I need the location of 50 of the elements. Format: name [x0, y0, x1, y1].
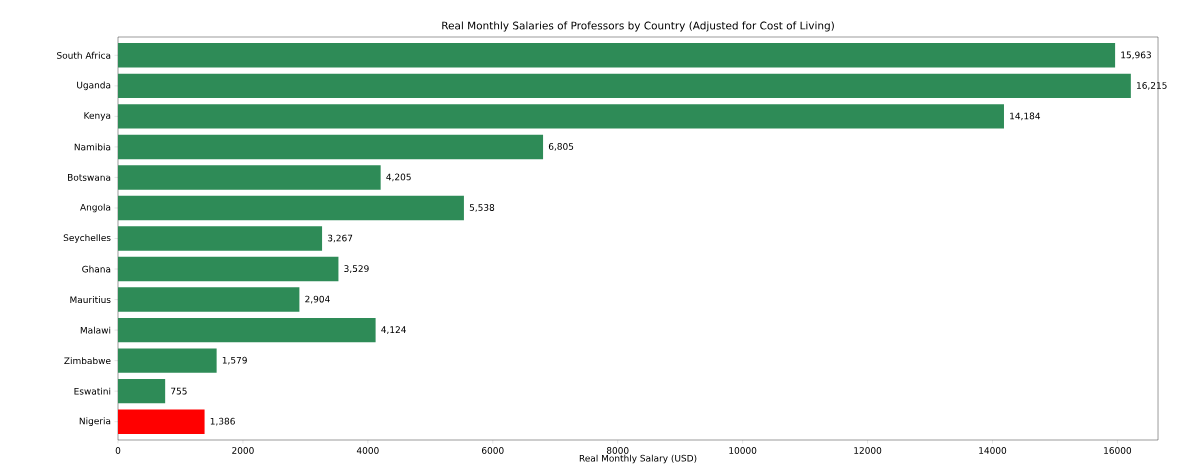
x-tick-label: 2000: [232, 447, 254, 454]
y-tick-label: Uganda: [77, 81, 111, 91]
y-tick-label: Namibia: [74, 143, 111, 151]
chart-title: Real Monthly Salaries of Professors by Country (Adjusted for Cost of Living): [442, 21, 834, 32]
bar: [118, 256, 339, 282]
y-tick-label: Malawi: [80, 326, 111, 334]
x-tick-label: 8000: [606, 447, 629, 454]
data-label: 1,579: [222, 356, 247, 365]
x-tick-label: 12000: [854, 447, 882, 454]
data-label: 4,124: [381, 326, 406, 334]
bar: [118, 43, 1116, 68]
data-label: 16,215: [1137, 82, 1167, 90]
data-label: 4,205: [386, 173, 411, 182]
bar: [118, 134, 544, 160]
data-label: 5,538: [469, 204, 495, 212]
y-tick-label: Kenya: [84, 112, 111, 121]
bar: [118, 104, 1004, 129]
y-tick-label: Zimbabwe: [64, 357, 111, 365]
bar: [118, 287, 300, 312]
data-label: 15,963: [1121, 51, 1151, 60]
x-tick-label: 16000: [1104, 447, 1132, 454]
data-label: 3,267: [327, 234, 353, 243]
bar: [118, 73, 1131, 99]
data-label: 14,184: [1010, 112, 1041, 121]
x-tick-label: 0: [115, 447, 121, 454]
data-label: 755: [171, 387, 187, 395]
bar: [118, 226, 323, 251]
data-label: 1,386: [210, 417, 235, 426]
bar: [118, 378, 166, 404]
data-label: 2,904: [305, 295, 330, 304]
data-label: 6,805: [548, 143, 574, 151]
bar: [118, 409, 205, 434]
x-tick-label: 6000: [482, 447, 504, 454]
y-tick-label: Botswana: [68, 174, 111, 181]
y-tick-label: Seychelles: [63, 234, 111, 243]
x-tick-label: 4000: [356, 447, 379, 454]
y-tick-label: Ghana: [82, 265, 111, 273]
data-label: 3,529: [344, 265, 369, 273]
y-tick-label: Eswatini: [74, 387, 111, 395]
y-tick-label: Mauritius: [70, 296, 111, 304]
bar: [118, 165, 381, 190]
y-tick-label: South Africa: [57, 51, 111, 59]
y-tick-label: Angola: [80, 203, 111, 213]
y-tick-label: Nigeria: [79, 417, 111, 427]
x-axis-title: Real Monthly Salary (USD): [579, 454, 697, 464]
bar: [118, 348, 217, 373]
x-tick-label: 10000: [729, 447, 757, 454]
bar: [118, 195, 464, 221]
bar: [118, 317, 376, 343]
x-tick-label: 14000: [979, 447, 1007, 454]
